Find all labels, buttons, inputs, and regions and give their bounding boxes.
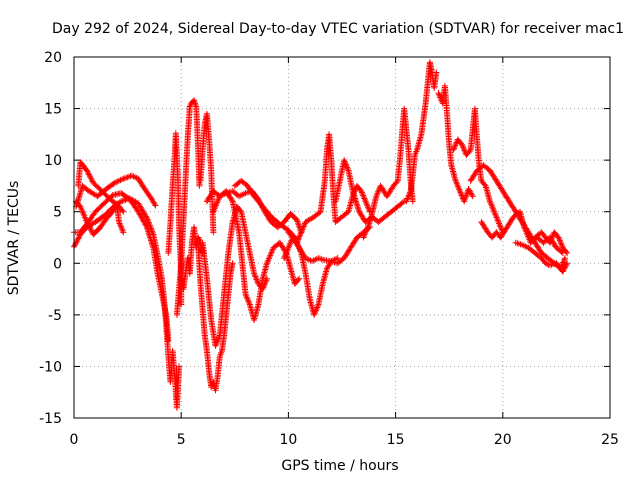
y-tick-label: -5: [48, 308, 62, 324]
y-tick-label: 0: [53, 256, 62, 272]
y-tick-label: 5: [53, 205, 62, 221]
series-arc-25: [532, 229, 571, 256]
x-tick-label: 20: [494, 432, 512, 448]
tick-labels: 0 5 10 15 20 25 -15 -10 -5 0 5 10 15 20: [39, 50, 619, 448]
series-arc-24: [512, 239, 571, 275]
series-arc-8: [178, 224, 206, 293]
y-axis-label: SDTVAR / TECUs: [6, 181, 22, 296]
series-markers: [403, 59, 440, 205]
series-markers: [332, 157, 408, 225]
x-tick-label: 25: [601, 432, 619, 448]
series-markers: [199, 203, 270, 349]
series-arc-19: [403, 59, 440, 205]
y-tick-label: -15: [39, 411, 62, 427]
series-arc-20: [435, 82, 476, 205]
x-axis-label: GPS time / hours: [281, 458, 398, 474]
x-tick-label: 15: [387, 432, 405, 448]
series-arc-10: [195, 244, 236, 394]
series-markers: [195, 244, 236, 394]
series-markers: [512, 239, 571, 275]
y-tick-label: 15: [44, 102, 62, 118]
series-markers: [210, 188, 303, 323]
x-tick-label: 0: [70, 432, 79, 448]
series-arc-13: [210, 188, 303, 323]
y-tick-label: 20: [44, 50, 62, 66]
series-arc-17: [332, 157, 408, 225]
series-markers: [478, 208, 566, 256]
series-markers: [435, 82, 476, 205]
series-markers: [532, 229, 571, 256]
series-arc-5: [73, 172, 159, 210]
plot-marks: [71, 59, 571, 411]
series-arc-11: [199, 203, 270, 349]
series-arc-23: [478, 208, 566, 256]
series-markers: [73, 198, 127, 238]
series-arc-3: [73, 198, 127, 238]
chart-title: Day 292 of 2024, Sidereal Day-to-day VTE…: [52, 21, 624, 37]
series-markers: [173, 97, 203, 318]
y-tick-label: -10: [39, 359, 62, 375]
plot-frame: [73, 56, 611, 419]
x-tick-label: 5: [177, 432, 186, 448]
series-markers: [178, 224, 206, 293]
y-tick-label: 10: [44, 153, 62, 169]
series-markers: [73, 172, 159, 210]
series-arc-7: [173, 97, 203, 318]
x-tick-label: 10: [279, 432, 297, 448]
